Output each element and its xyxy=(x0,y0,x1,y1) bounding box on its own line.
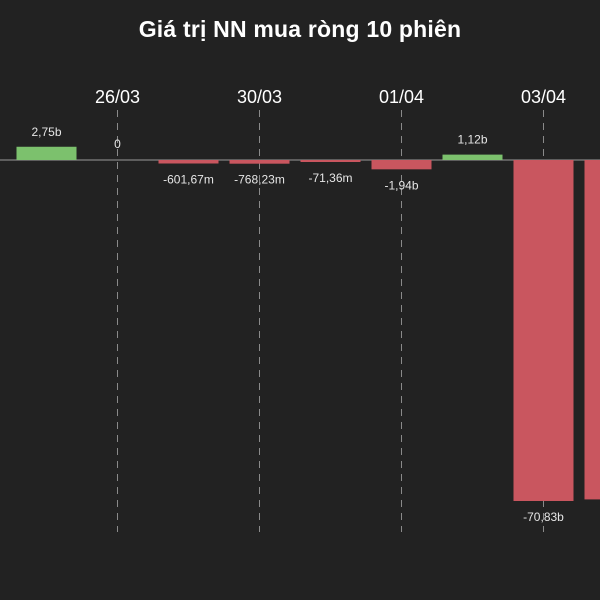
bars xyxy=(16,146,600,501)
bar xyxy=(442,154,503,160)
bar xyxy=(584,160,600,500)
bar xyxy=(229,160,290,164)
data-label: -71,36m xyxy=(308,171,352,185)
data-label: 2,75b xyxy=(31,125,61,139)
bar xyxy=(300,160,361,162)
bar xyxy=(158,160,219,164)
data-labels: 2,75b 0 -601,67m -768,23m -71,36m -1,94b 1,12b… xyxy=(31,125,564,524)
bar xyxy=(16,146,77,160)
x-tick-label: 26/03 xyxy=(95,87,140,107)
x-tick-label: 01/04 xyxy=(379,87,424,107)
data-label: 1,12b xyxy=(457,133,487,147)
data-label: -768,23m xyxy=(234,173,285,187)
x-axis-ticks: 26/03 30/03 01/04 03/04 xyxy=(95,87,566,107)
x-tick-label: 03/04 xyxy=(521,87,566,107)
bar xyxy=(371,160,432,170)
data-label: -70,83b xyxy=(523,510,564,524)
data-label: -601,67m xyxy=(163,173,214,187)
chart-title: Giá trị NN mua ròng 10 phiên xyxy=(138,16,462,42)
data-label: -1,94b xyxy=(384,178,418,192)
x-tick-label: 30/03 xyxy=(237,87,282,107)
data-label: 0 xyxy=(114,137,121,151)
bar xyxy=(513,160,574,501)
